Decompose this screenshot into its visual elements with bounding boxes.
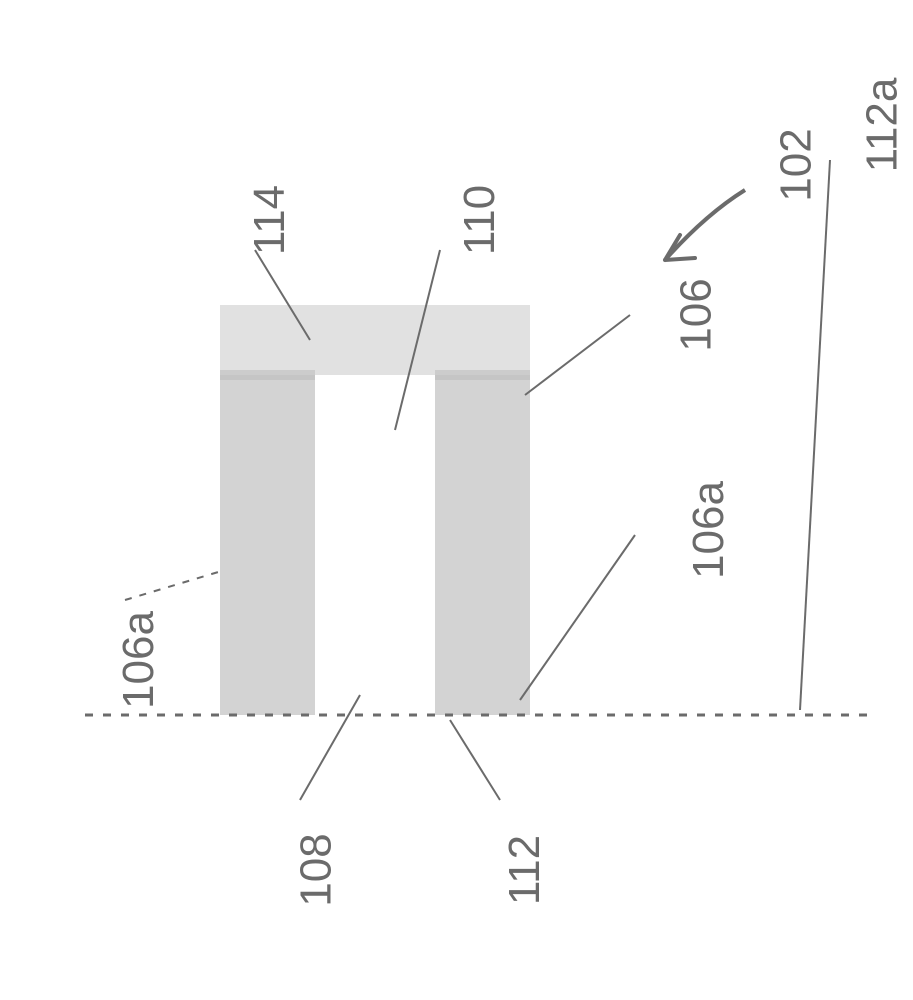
leader-106: [525, 315, 630, 395]
leader-112a: [800, 160, 830, 710]
label-106a-right: 106a: [684, 481, 734, 579]
ushape-right-overlap: [435, 370, 530, 380]
ushape-right-wall: [435, 375, 530, 715]
label-108: 108: [292, 833, 342, 906]
label-106a-left: 106a: [114, 611, 164, 709]
label-106: 106: [672, 278, 722, 351]
ushape-top-bar: [220, 305, 530, 375]
label-110: 110: [455, 185, 505, 255]
label-112a: 112a: [857, 78, 907, 173]
label-114: 114: [245, 185, 295, 255]
label-102: 102: [772, 128, 822, 201]
leader-106a-right: [520, 535, 635, 700]
curved-arrow-102: [665, 190, 745, 260]
ushape-left-wall: [220, 375, 315, 715]
leader-112: [450, 720, 500, 800]
ushape-left-overlap: [220, 370, 315, 380]
label-112: 112: [500, 835, 550, 905]
diagram-canvas: 102 110 114 106 106a 106a 108 112 112a: [0, 0, 913, 1000]
leader-106a-left: [125, 570, 225, 600]
